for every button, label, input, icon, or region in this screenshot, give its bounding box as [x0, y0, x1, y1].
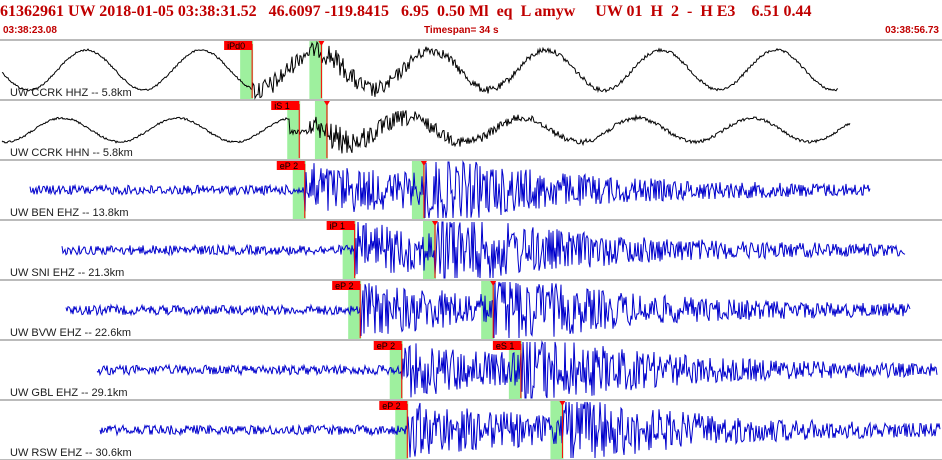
locate-flag: L: [520, 3, 531, 20]
station-label: UW GBL EHZ -- 29.1km: [10, 387, 128, 399]
waveform-trace: [29, 160, 871, 219]
station-label: UW RSW EHZ -- 30.6km: [10, 447, 132, 459]
event-network: UW: [68, 3, 96, 20]
waveform-trace: [1, 40, 839, 100]
pick-window: [309, 41, 323, 99]
trace-row[interactable]: eP 2 UW RSW EHZ -- 30.6km: [0, 401, 942, 460]
event-depth: 6.95: [401, 3, 430, 20]
pick-label: eP 2: [335, 281, 353, 291]
event-time: 03:38:31.52: [177, 3, 257, 20]
waveform-trace: [65, 281, 911, 339]
pick-window: [481, 281, 495, 339]
end-time: 03:38:56.73: [885, 25, 939, 36]
event-type: eq: [496, 3, 513, 20]
pick-label: eP 2: [377, 341, 395, 351]
code-2: H: [650, 3, 663, 20]
pick-flag[interactable]: [379, 401, 408, 410]
waveform-trace: [1, 110, 851, 154]
station-label: UW CCRK HHN -- 5.8km: [10, 147, 133, 159]
pick-triangle[interactable]: [318, 41, 325, 46]
trace-row[interactable]: eP 2 UW BEN EHZ -- 13.8km: [0, 160, 942, 221]
code-5: H E3: [700, 3, 736, 20]
pick-flag[interactable]: [326, 221, 355, 230]
pick-triangle[interactable]: [323, 101, 330, 106]
code-3: 2: [670, 3, 679, 20]
magnitude-type: Ml: [469, 3, 489, 20]
pick-flag[interactable]: [271, 101, 300, 110]
pick-label: iS 1: [274, 101, 290, 111]
station-label: UW CCRK HHZ -- 5.8km: [10, 87, 132, 99]
pick-triangle[interactable]: [420, 161, 427, 166]
pick-window: [342, 221, 356, 279]
pick-flag[interactable]: [373, 341, 402, 350]
pick-window: [508, 341, 522, 399]
pick-triangle[interactable]: [490, 281, 497, 286]
event-id: 61362961: [0, 3, 64, 20]
code-4: -: [686, 3, 693, 20]
pick-label: iPd0: [227, 41, 245, 51]
pick-label: eP 2: [382, 401, 400, 411]
pick-window: [314, 101, 328, 159]
event-magnitude: 0.50: [437, 3, 466, 20]
pick-label: eS 1: [496, 341, 515, 351]
waveform-trace: [99, 401, 941, 459]
waveform-trace: [61, 221, 906, 279]
trace-row[interactable]: iP 1 UW SNI EHZ -- 21.3km: [0, 221, 942, 281]
trace-row[interactable]: iS 1 UW CCRK HHN -- 5.8km: [0, 101, 942, 161]
station-label: UW BEN EHZ -- 13.8km: [10, 207, 129, 219]
value-1: 6.51: [751, 3, 780, 20]
pick-window: [411, 161, 425, 219]
waveform-trace: [96, 340, 938, 399]
pick-triangle[interactable]: [559, 401, 566, 406]
event-date: 2018-01-05: [99, 3, 174, 20]
event-longitude: -119.8415: [324, 3, 390, 20]
pick-flag[interactable]: [276, 161, 305, 170]
trace-row[interactable]: eP 2 UW BVW EHZ -- 22.6km: [0, 281, 942, 341]
station-label: UW SNI EHZ -- 21.3km: [10, 267, 124, 279]
code-1: 01: [626, 3, 643, 20]
pick-label: iP 1: [330, 221, 345, 231]
pick-window: [395, 401, 409, 459]
trace-row[interactable]: iPd0 UW CCRK HHZ -- 5.8km: [0, 40, 942, 101]
pick-flag[interactable]: [492, 341, 521, 350]
pick-flag[interactable]: [332, 281, 361, 290]
analyst-name: amyw: [534, 3, 576, 20]
agency-code: UW: [595, 3, 623, 20]
value-2: 0.44: [783, 3, 812, 20]
timespan-label: Timespan= 34 s: [424, 25, 499, 36]
event-latitude: 46.6097: [268, 3, 321, 20]
start-time: 03:38:23.08: [3, 25, 57, 36]
pick-triangle[interactable]: [431, 221, 438, 226]
station-label: UW BVW EHZ -- 22.6km: [10, 327, 131, 339]
pick-label: eP 2: [280, 161, 298, 171]
time-bar: 03:38:23.08 Timespan= 34 s 03:38:56.73: [0, 24, 942, 38]
pick-flag[interactable]: [224, 41, 253, 50]
trace-row[interactable]: eP 2 eS 1 UW GBL EHZ -- 29.1km: [0, 340, 942, 401]
event-header: 61362961 UW 2018-01-05 03:38:31.52 46.60…: [0, 0, 942, 24]
